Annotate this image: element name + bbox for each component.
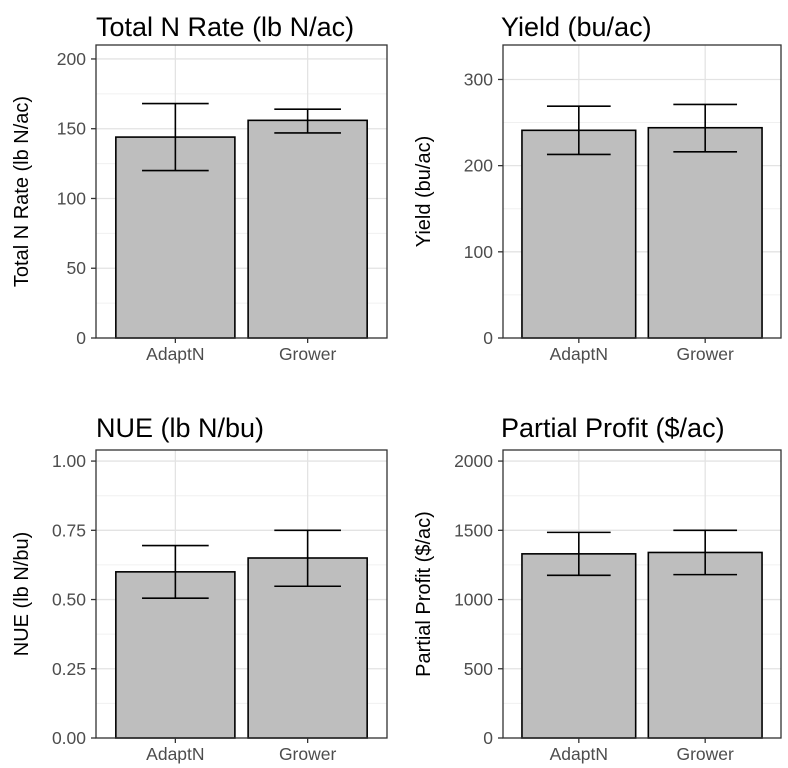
panel-2: 0 100 200 300 AdaptN Grower Yield (bu/ac) Yield… — [413, 12, 782, 364]
bar-grower — [247, 119, 368, 339]
error-bar-adaptn — [546, 531, 611, 577]
y-tick-label: 0 — [483, 728, 493, 748]
panel-border — [95, 449, 388, 739]
x-tick-label: Grower — [279, 744, 337, 764]
x-tick-label: AdaptN — [146, 344, 204, 364]
x-tick-label: Grower — [676, 344, 734, 364]
y-axis-label: Yield (bu/ac) — [413, 136, 435, 248]
y-tick-label: 0.00 — [52, 728, 86, 748]
x-tick-label: AdaptN — [550, 344, 608, 364]
y-tick-label: 500 — [464, 659, 493, 679]
x-tick-label: Grower — [279, 344, 337, 364]
y-tick-label: 0.25 — [52, 659, 86, 679]
error-bar-adaptn — [546, 105, 611, 156]
panel-3: 0.00 0.25 0.50 0.75 1.00 AdaptN Grower NUE (lb … — [11, 413, 388, 764]
y-tick-label: 200 — [57, 49, 86, 69]
panel-title: Partial Profit ($/ac) — [501, 413, 725, 443]
panel-border — [95, 44, 388, 339]
panel-1: 0 50 100 150 200 AdaptN Grower Total N Rate (lb… — [11, 12, 388, 364]
y-tick-label: 50 — [67, 258, 87, 278]
y-tick-label: 1500 — [454, 520, 493, 540]
y-axis-label: NUE (lb N/bu) — [11, 532, 33, 656]
error-bar-grower — [274, 108, 341, 134]
y-tick-label: 100 — [464, 242, 493, 262]
panel-border — [502, 44, 782, 339]
error-bar-grower — [274, 529, 341, 588]
panel-title: Total N Rate (lb N/ac) — [96, 12, 354, 42]
panel-title: Yield (bu/ac) — [501, 12, 652, 42]
error-bar-adaptn — [142, 102, 209, 172]
bar-grower — [247, 557, 368, 739]
x-tick-label: AdaptN — [146, 744, 204, 764]
y-tick-label: 0 — [483, 328, 493, 348]
y-tick-label: 1000 — [454, 590, 493, 610]
bar-adaptn — [521, 129, 637, 339]
bar-adaptn — [521, 553, 637, 739]
y-tick-label: 0.75 — [52, 520, 86, 540]
x-tick-label: Grower — [676, 744, 734, 764]
y-axis-label: Partial Profit ($/ac) — [413, 511, 435, 677]
y-tick-label: 2000 — [454, 451, 493, 471]
y-tick-label: 0 — [76, 328, 86, 348]
bar-grower — [647, 551, 763, 739]
y-tick-label: 0.50 — [52, 590, 86, 610]
error-bar-grower — [673, 103, 738, 153]
error-bar-grower — [673, 529, 738, 576]
y-tick-label: 1.00 — [52, 451, 86, 471]
y-tick-label: 200 — [464, 156, 493, 176]
x-tick-label: AdaptN — [550, 744, 608, 764]
y-tick-label: 300 — [464, 69, 493, 89]
y-tick-label: 150 — [57, 119, 86, 139]
panel-4: 0 500 1000 1500 2000 AdaptN Grower Partial Prof… — [413, 413, 782, 764]
y-tick-label: 100 — [57, 188, 86, 208]
panel-border — [502, 449, 782, 739]
bar-adaptn — [115, 571, 236, 739]
y-axis-label: Total N Rate (lb N/ac) — [11, 96, 33, 287]
error-bar-adaptn — [142, 544, 209, 599]
bar-grower — [647, 126, 763, 339]
panel-title: NUE (lb N/bu) — [96, 413, 264, 443]
